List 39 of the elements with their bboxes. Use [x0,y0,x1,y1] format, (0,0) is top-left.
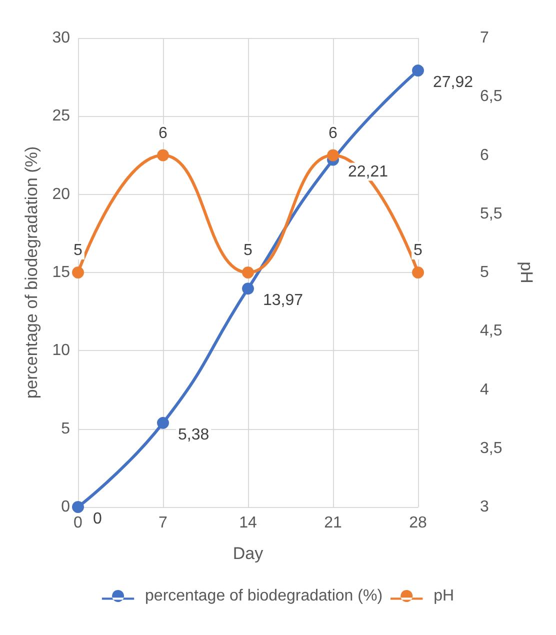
y2-axis-title: pH [517,262,536,284]
y2-tick-label: 5 [480,264,489,281]
y2-tick-label: 5,5 [480,205,502,222]
data-label: 6 [158,124,168,142]
point [412,64,424,77]
data-label: 5 [244,242,253,259]
data-label: 22,21 [348,163,388,180]
y-tick-label: 25 [52,108,70,125]
data-label: 5 [414,242,423,259]
x-tick-label: 21 [324,514,342,532]
data-label: 5 [74,242,83,259]
y2-tick-label: 3 [480,498,489,516]
y2-tick-label: 6 [480,146,489,164]
point [157,416,169,429]
data-label: 27,92 [433,74,474,92]
x-tick-label: 7 [158,514,168,532]
y2-tick-label: 4,5 [480,322,502,340]
y-tick-label: 15 [52,264,70,281]
legend-label: percentage of biodegradation (%) [145,588,383,604]
y-tick-label: 20 [52,186,70,203]
legend-label: pH [434,588,454,604]
point [242,282,254,295]
y-tick-label: 5 [61,420,70,438]
y2-tick-label: 7 [480,30,489,46]
y-axis-title: percentage of biodegradation (%) [22,146,41,399]
x-tick-label: 0 [74,514,83,532]
x-axis-title: Day [232,544,264,563]
y2-tick-label: 4 [480,381,489,398]
data-label: 5,38 [178,426,210,444]
x-tick-label: 14 [239,514,257,532]
point [72,501,84,513]
y-tick-label: 30 [52,30,70,46]
x-tick-label: 28 [409,514,427,532]
y-tick-label: 10 [52,342,70,360]
y-tick-label: 0 [61,498,70,516]
data-label: 6 [328,124,338,142]
data-label: 13,97 [263,292,304,310]
y2-tick-label: 6,5 [480,88,502,106]
y2-tick-label: 3,5 [480,440,502,457]
